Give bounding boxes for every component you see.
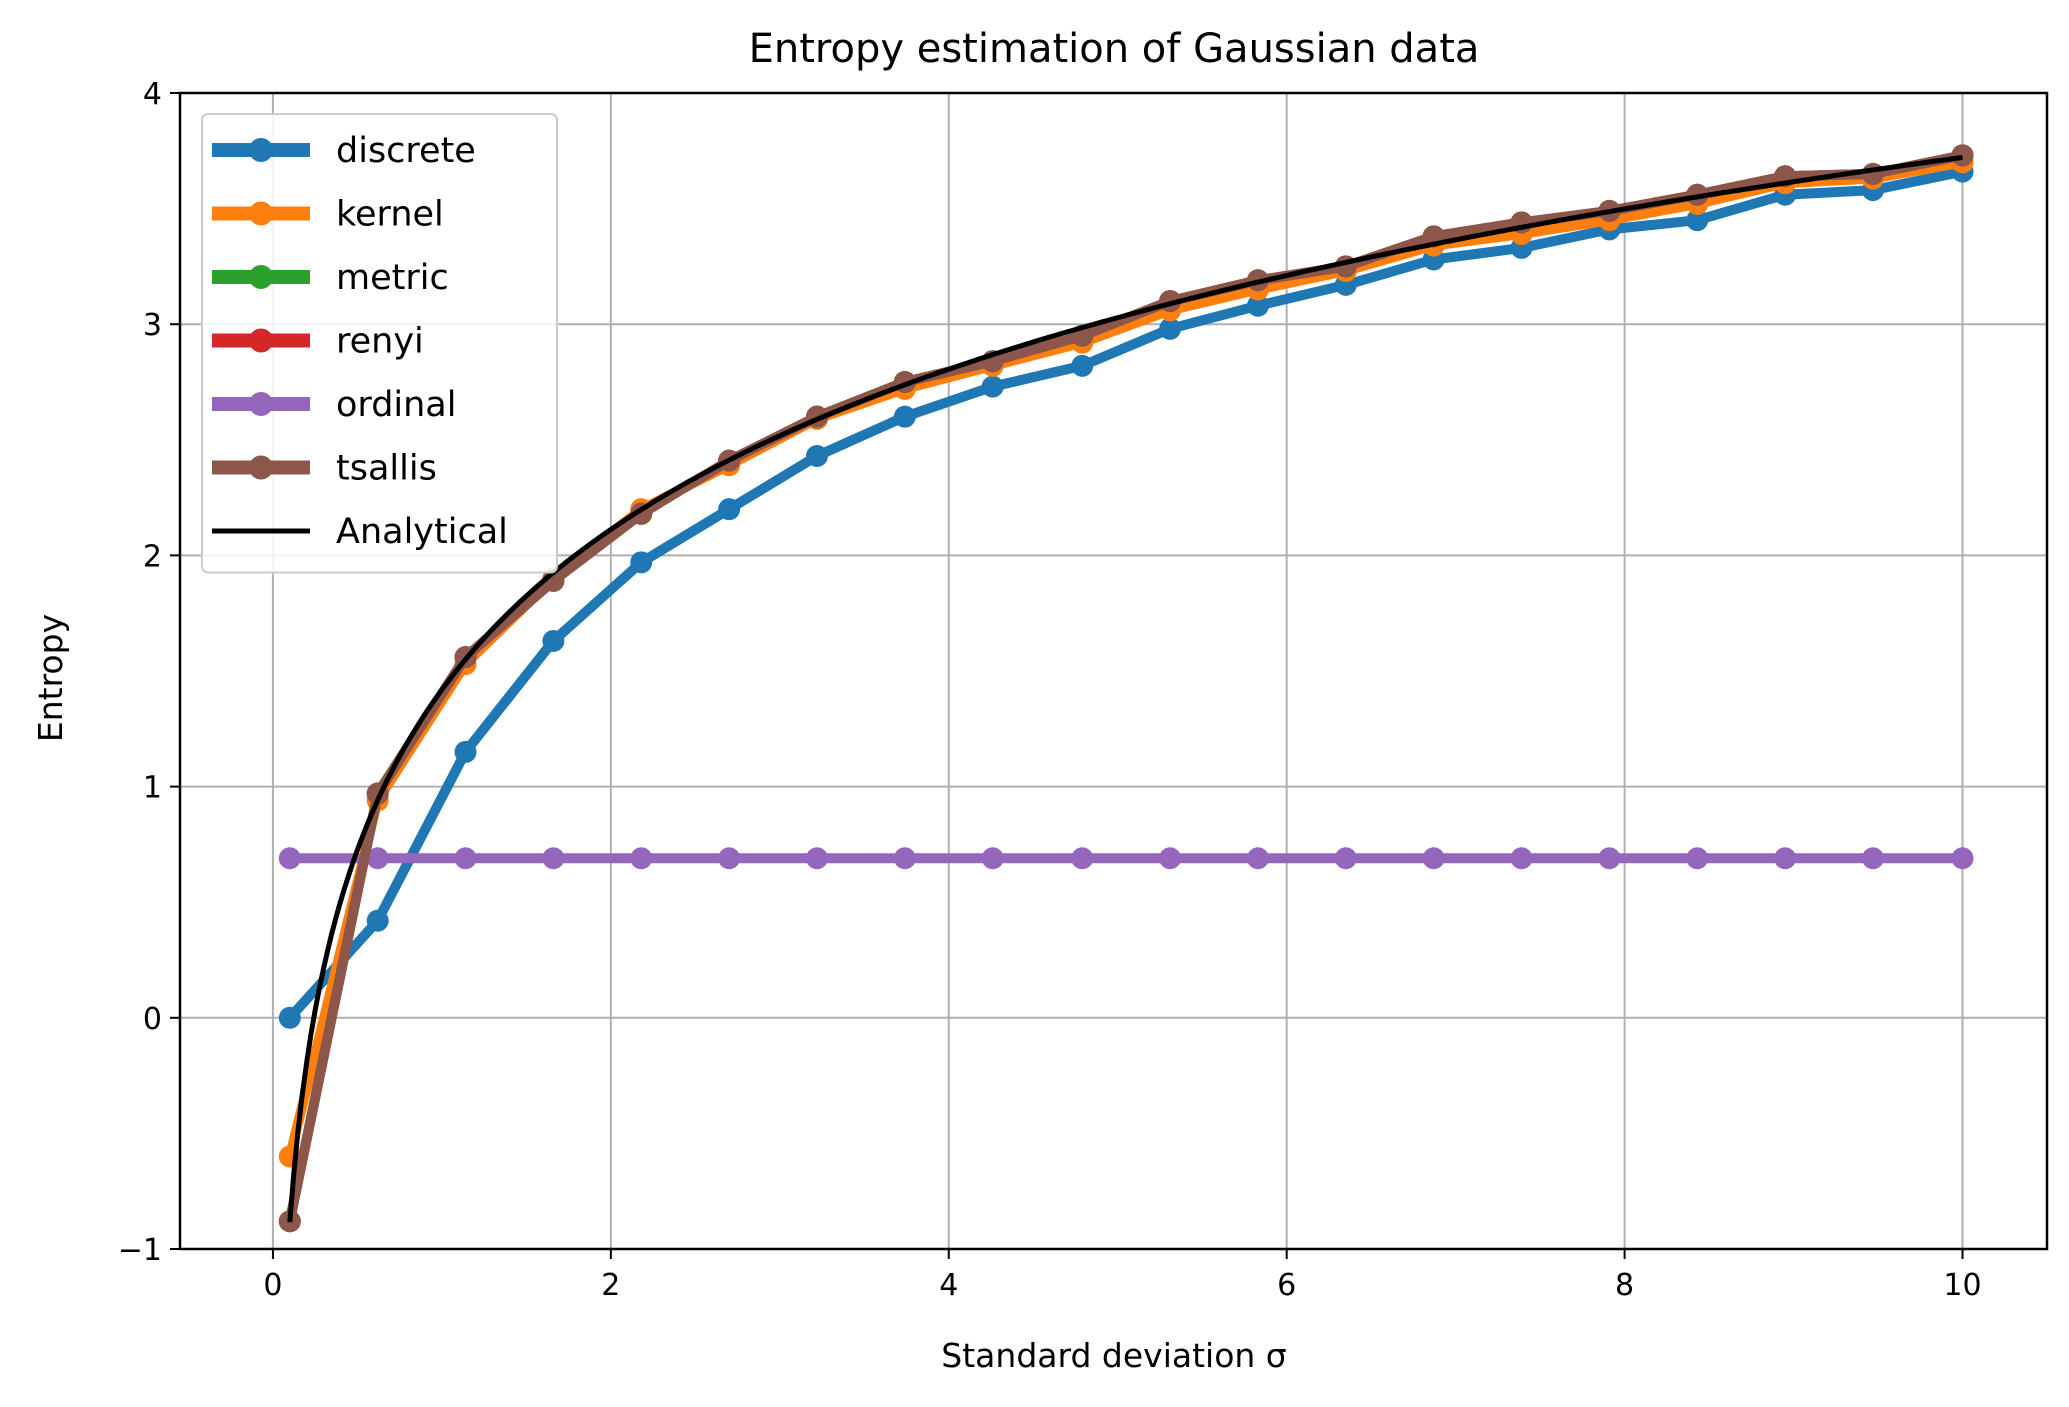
series-line-analytical (287, 154, 1963, 1223)
ticks: 0 2 4 6 8 10 −1 0 1 2 3 4 (118, 77, 1982, 1303)
chart-title: Entropy estimation of Gaussian data (749, 26, 1480, 72)
y-tick-label: 2 (143, 539, 162, 574)
data-point-ordinal (1861, 847, 1884, 870)
series-line-discrete (286, 166, 1964, 1022)
legend-marker (249, 201, 273, 226)
axes (178, 91, 2049, 1251)
legend-label: renyi (336, 322, 424, 362)
data-point-discrete (1159, 317, 1182, 340)
data-point-ordinal (1246, 847, 1269, 870)
legend-label: kernel (336, 195, 444, 235)
x-tick-label: 10 (1943, 1268, 1981, 1303)
data-point-ordinal (1774, 847, 1797, 870)
data-point-discrete (630, 551, 653, 574)
legend: discrete kernel metric renyi ordinal tsallis A… (201, 113, 558, 574)
data-point-ordinal (278, 847, 301, 870)
legend-label: ordinal (336, 385, 456, 425)
legend-marker (249, 265, 273, 289)
data-point-ordinal (1159, 847, 1182, 870)
data-point-ordinal (454, 847, 477, 870)
axes-frame (178, 91, 2049, 1251)
legend-label: Analytical (336, 512, 508, 552)
legend-entry: Analytical (212, 512, 508, 552)
legend-box (201, 113, 558, 574)
legend-entry: renyi (212, 322, 424, 362)
legend-marker (249, 392, 273, 416)
x-tick-label: 2 (601, 1268, 620, 1303)
plot-area (278, 144, 1974, 1233)
data-point-discrete (366, 909, 389, 932)
y-tick-label: 1 (143, 771, 162, 806)
legend-entry: ordinal (212, 385, 456, 425)
legend-marker (249, 328, 273, 353)
data-point-ordinal (1598, 847, 1621, 870)
data-point-ordinal (630, 847, 653, 870)
x-tick-label: 0 (263, 1268, 282, 1303)
legend-entry: discrete (212, 131, 476, 171)
data-point-ordinal (1686, 847, 1709, 870)
data-point-discrete (1686, 209, 1709, 232)
data-point-tsallis (1951, 144, 1974, 167)
legend-entry: metric (212, 258, 449, 298)
x-axis-label: Standard deviation σ (941, 1336, 1286, 1375)
data-point-ordinal (542, 847, 565, 870)
series-ordinal (278, 847, 1974, 870)
data-point-ordinal (718, 847, 741, 870)
data-point-ordinal (893, 847, 916, 870)
data-point-tsallis (1861, 162, 1884, 185)
data-point-discrete (542, 629, 565, 652)
data-point-discrete (893, 405, 916, 428)
data-point-discrete (805, 444, 828, 467)
data-point-discrete (278, 1006, 301, 1029)
data-point-ordinal (1071, 847, 1094, 870)
data-point-discrete (454, 740, 477, 763)
data-point-ordinal (1334, 847, 1357, 870)
legend-marker (249, 455, 273, 480)
x-tick-label: 6 (1277, 1268, 1296, 1303)
data-point-discrete (1246, 294, 1269, 317)
x-tick-label: 8 (1615, 1268, 1634, 1303)
data-point-ordinal (1510, 847, 1533, 870)
legend-entry: tsallis (212, 449, 437, 489)
y-tick-label: 3 (143, 308, 162, 343)
legend-label: metric (336, 258, 449, 298)
data-point-ordinal (1422, 847, 1445, 870)
legend-label: discrete (336, 131, 476, 171)
data-point-ordinal (1951, 847, 1974, 870)
y-axis-label: Entropy (31, 614, 70, 742)
data-point-discrete (718, 498, 741, 521)
legend-label: tsallis (336, 449, 437, 489)
y-tick-label: −1 (118, 1233, 162, 1268)
x-tick-label: 4 (939, 1268, 958, 1303)
data-point-ordinal (805, 847, 828, 870)
legend-marker (249, 138, 273, 162)
legend-entry: kernel (212, 195, 444, 235)
y-tick-label: 0 (143, 1002, 162, 1037)
data-point-discrete (1071, 354, 1094, 377)
y-tick-label: 4 (143, 77, 162, 112)
data-point-ordinal (366, 847, 389, 870)
data-point-ordinal (981, 847, 1004, 870)
data-point-discrete (981, 375, 1004, 398)
